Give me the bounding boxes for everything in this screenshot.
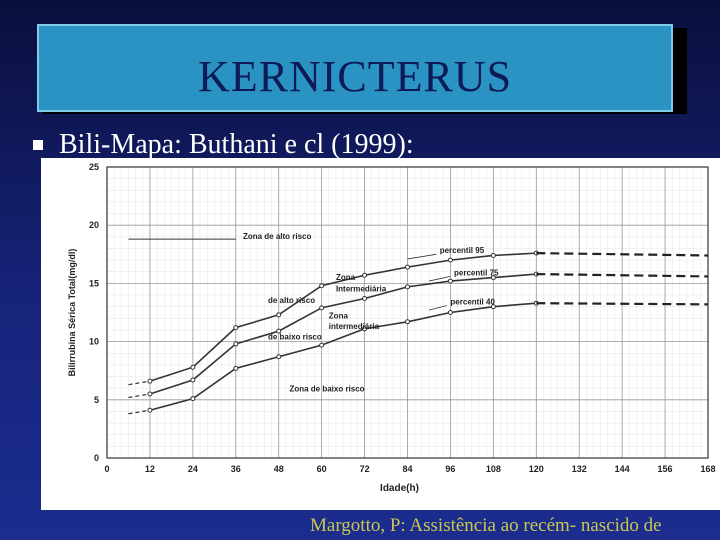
- chart-annotation: percentil 95: [440, 246, 485, 255]
- annotation-leader-line: [428, 305, 447, 311]
- x-tick-label: 156: [658, 464, 673, 474]
- slide-title: KERNICTERUS: [197, 51, 513, 101]
- x-tick-label: 84: [402, 464, 412, 474]
- series-point: [490, 252, 496, 258]
- x-tick-label: 48: [274, 464, 284, 474]
- annotation-leader-line: [407, 253, 437, 260]
- series-start-dash: [128, 393, 151, 399]
- series-point: [233, 341, 239, 347]
- y-axis-label: Bilirrubina Sérica Total(mg/dl): [67, 249, 77, 377]
- series-line: [149, 273, 537, 395]
- title-box: KERNICTERUS: [37, 24, 673, 112]
- chart-annotation: percentil 40: [450, 297, 495, 306]
- x-axis-label: Idade(h): [380, 483, 419, 494]
- series-point: [233, 325, 239, 331]
- y-tick-label: 20: [89, 220, 99, 230]
- series-point: [319, 305, 325, 311]
- y-tick-label: 0: [94, 453, 99, 463]
- series-point: [362, 272, 368, 278]
- plot-frame: [106, 166, 709, 459]
- series-point: [276, 328, 282, 334]
- chart-annotation: de alto risco: [268, 296, 315, 305]
- x-tick-label: 0: [104, 464, 109, 474]
- x-tick-label: 168: [700, 464, 715, 474]
- series-start-dash: [128, 409, 151, 415]
- series-point: [447, 278, 453, 284]
- y-tick-label: 5: [94, 395, 99, 405]
- bullet-item: Bili-Mapa: Buthani e cl (1999):: [33, 125, 414, 165]
- x-tick-label: 96: [445, 464, 455, 474]
- footer-citation: Margotto, P: Assistência ao recém- nasci…: [310, 515, 662, 536]
- series-extension-dash: [536, 252, 709, 257]
- y-tick-label: 15: [89, 278, 99, 288]
- series-point: [447, 257, 453, 263]
- chart-annotation: Zona de baixo risco: [289, 385, 364, 394]
- series-point: [319, 283, 325, 289]
- series-point: [405, 319, 410, 325]
- series-extension-dash: [536, 272, 709, 278]
- y-tick-label: 10: [89, 337, 99, 347]
- chart-annotation: intermediária: [329, 322, 380, 331]
- chart-annotation: Zona: [329, 311, 349, 320]
- annotation-leader-line: [428, 276, 451, 282]
- series-point: [190, 364, 196, 370]
- series-point: [490, 275, 496, 281]
- series-point: [276, 312, 282, 318]
- series-point: [147, 407, 153, 413]
- x-tick-label: 36: [231, 464, 241, 474]
- bullet-text: Bili-Mapa: Buthani e cl (1999):: [59, 129, 414, 160]
- series-point: [190, 396, 196, 402]
- series-line: [149, 252, 537, 382]
- series-point: [319, 342, 325, 348]
- series-point: [447, 310, 453, 315]
- x-tick-label: 12: [145, 464, 155, 474]
- series-start-dash: [128, 380, 151, 386]
- series-point: [490, 304, 496, 310]
- series-point: [276, 354, 282, 360]
- chart-panel: 0 12 24 36 48 60 72 84 96 108 120 132 144 156 168 0 5 10 1…: [41, 158, 720, 510]
- series-point: [233, 365, 239, 371]
- x-tick-label: 24: [188, 464, 198, 474]
- chart-annotation: percentil 75: [454, 268, 499, 277]
- series-point: [147, 391, 153, 397]
- series-point: [405, 264, 410, 270]
- series-line: [149, 302, 537, 412]
- bilirubin-chart: 0 12 24 36 48 60 72 84 96 108 120 132 144 156 168 0 5 10 1…: [67, 162, 716, 494]
- y-tick-label: 25: [89, 162, 99, 172]
- chart-annotation: Zona: [336, 273, 356, 282]
- chart-annotation: Zona de alto risco: [243, 232, 312, 241]
- chart-annotation: de baixo risco: [268, 332, 322, 341]
- series-point: [362, 296, 368, 302]
- series-point: [405, 284, 410, 290]
- series-extension-dash: [536, 302, 709, 306]
- chart-annotation: Intermediária: [336, 285, 387, 294]
- x-tick-label: 60: [317, 464, 327, 474]
- x-tick-label: 120: [529, 464, 544, 474]
- series-point: [147, 378, 153, 384]
- bullet-square-icon: [33, 140, 43, 150]
- series-point: [362, 326, 368, 332]
- x-tick-label: 108: [486, 464, 501, 474]
- x-tick-label: 72: [360, 464, 370, 474]
- series-point: [190, 377, 196, 383]
- x-tick-label: 132: [572, 464, 587, 474]
- x-tick-label: 144: [615, 464, 630, 474]
